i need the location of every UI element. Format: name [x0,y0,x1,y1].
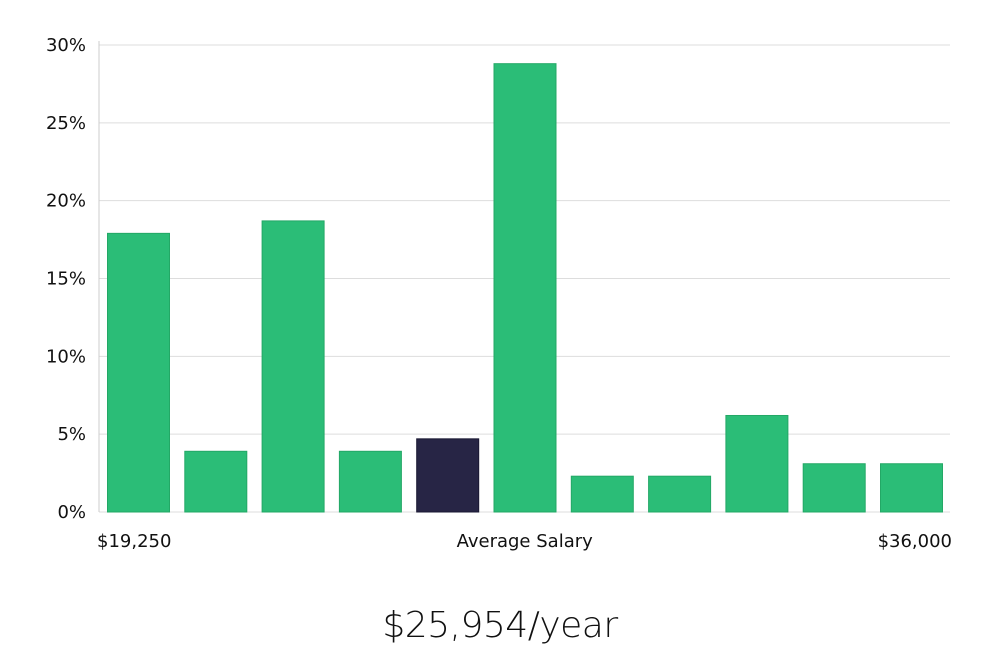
bar [261,220,325,513]
bar [802,463,866,513]
bar [184,450,248,513]
y-axis-tick-labels: 0% 5% 10% 15% 20% 25% 30% [46,35,86,523]
bar-average-salary [416,438,480,513]
bar [570,475,634,513]
x-axis-label-average: Average Salary [457,531,594,552]
bar [107,232,170,513]
bar [880,463,943,513]
bar [648,475,712,513]
y-tick-label: 25% [46,113,86,134]
y-tick-label: 15% [46,269,86,290]
y-tick-label: 20% [46,191,86,212]
x-axis-label-min: $19,250 [97,531,171,552]
bar [725,414,789,513]
bar [493,63,557,513]
y-tick-label: 30% [46,35,86,56]
y-tick-label: 10% [46,346,86,367]
bar [338,450,402,513]
y-tick-label: 5% [57,424,86,445]
average-salary-summary: $25,954/year [382,605,618,646]
y-tick-label: 0% [57,502,86,523]
x-axis-label-max: $36,000 [878,531,952,552]
salary-distribution-chart: 0% 5% 10% 15% 20% 25% 30% $19,250 Average Sala… [46,35,952,552]
bars [107,63,943,513]
